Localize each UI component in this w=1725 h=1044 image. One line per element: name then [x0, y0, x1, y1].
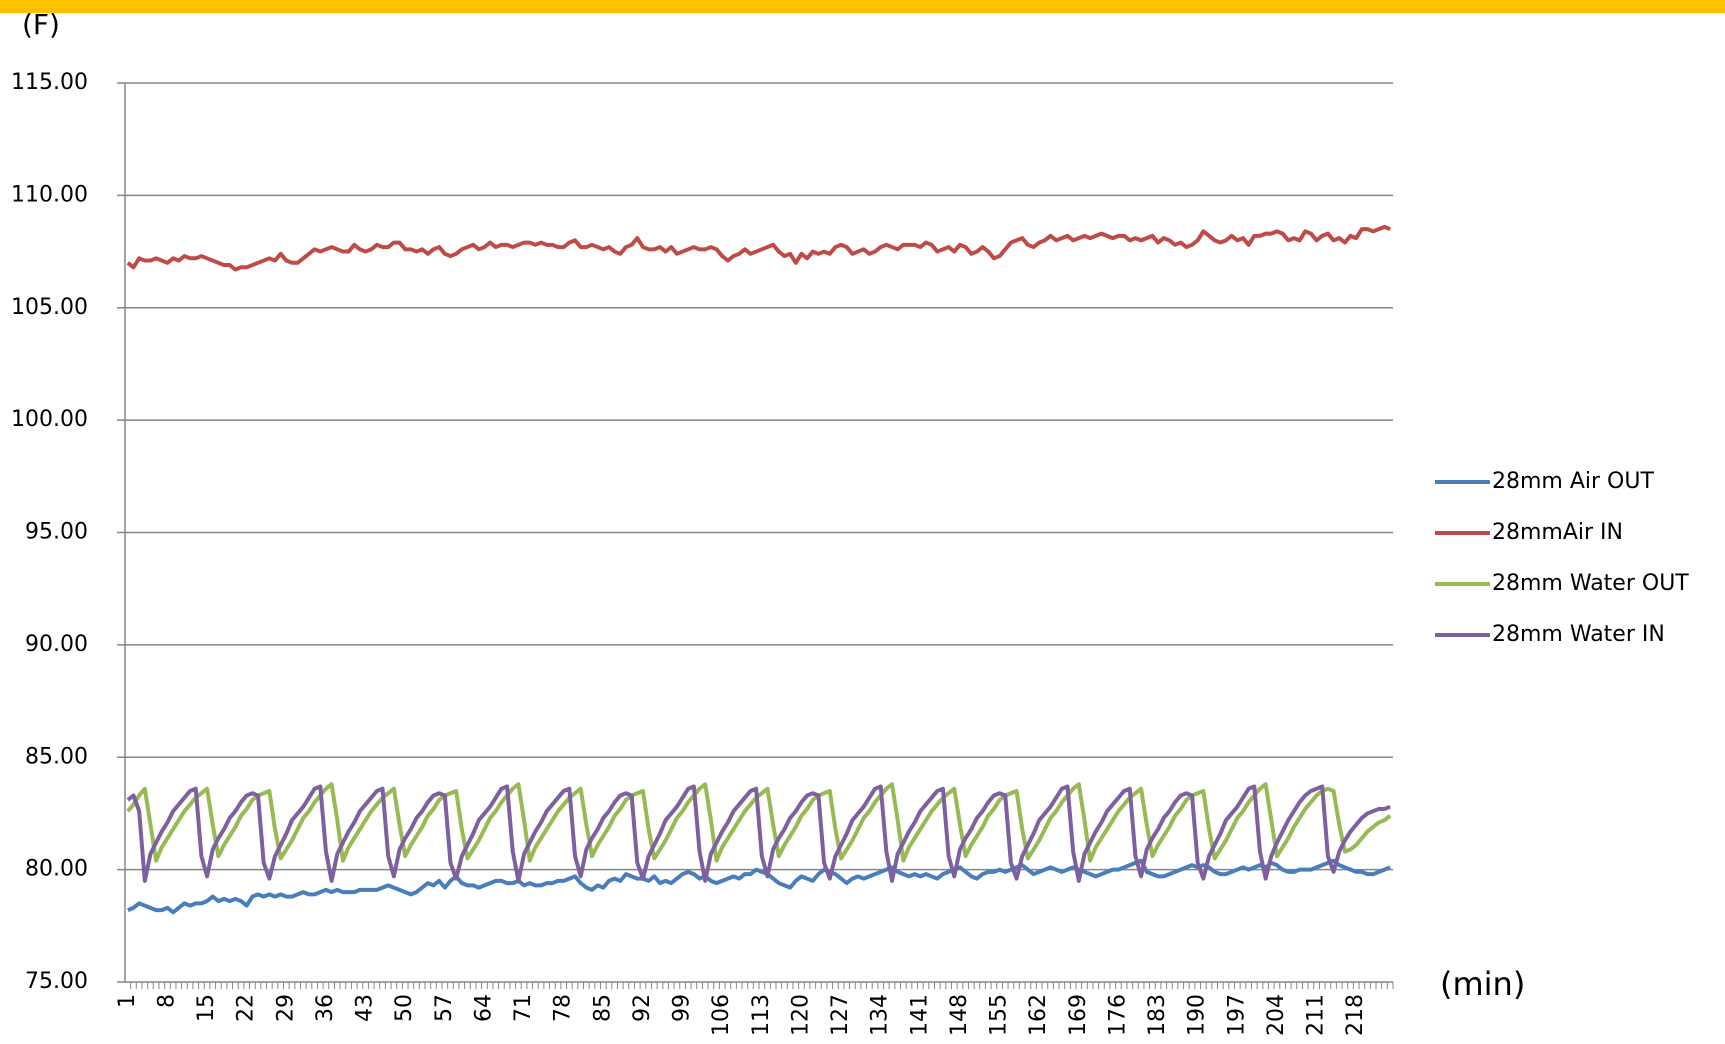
legend-label: 28mm Air OUT — [1492, 469, 1654, 494]
x-tick-label: 92 — [630, 994, 655, 1022]
series-line — [126, 784, 1391, 883]
x-tick-label: 176 — [1105, 994, 1130, 1036]
x-tick-label: 15 — [194, 994, 219, 1022]
legend-label: 28mm Water OUT — [1492, 571, 1689, 596]
x-tick-label: 99 — [670, 994, 695, 1022]
x-tick-label: 64 — [471, 994, 496, 1022]
legend-label: 28mm Water IN — [1492, 622, 1665, 647]
x-tick-label: 43 — [353, 994, 378, 1022]
x-axis-label: (min) — [1440, 965, 1525, 1003]
top-bar — [0, 0, 1725, 13]
x-tick-label: 134 — [868, 994, 893, 1036]
y-tick-label: 105.00 — [11, 295, 88, 320]
y-tick-label: 100.00 — [11, 407, 88, 432]
x-tick-label: 169 — [1066, 994, 1091, 1036]
y-tick-label: 95.00 — [25, 520, 88, 545]
x-tick-label: 197 — [1224, 994, 1249, 1036]
x-tick-label: 36 — [313, 994, 338, 1022]
series-line — [127, 858, 1391, 915]
y-tick-label: 115.00 — [11, 70, 88, 95]
x-tick-label: 162 — [1026, 994, 1051, 1036]
x-tick-label: 113 — [749, 994, 774, 1036]
x-tick-label: 190 — [1185, 994, 1210, 1036]
legend-label: 28mmAir IN — [1492, 520, 1623, 545]
y-tick-label: 80.00 — [25, 857, 88, 882]
x-tick-label: 29 — [273, 994, 298, 1022]
y-axis-label: (F) — [22, 8, 60, 41]
x-tick-label: 211 — [1304, 994, 1329, 1036]
x-tick-label: 148 — [947, 994, 972, 1036]
x-tick-label: 127 — [828, 994, 853, 1036]
x-tick-label: 85 — [590, 994, 615, 1022]
x-tick-label: 50 — [392, 994, 417, 1022]
series-line — [126, 224, 1391, 272]
x-tick-label: 1 — [115, 994, 140, 1008]
x-tick-label: 8 — [154, 994, 179, 1008]
x-tick-label: 57 — [432, 994, 457, 1022]
series-line — [126, 782, 1392, 863]
x-tick-label: 120 — [788, 994, 813, 1036]
x-tick-label: 155 — [987, 994, 1012, 1036]
y-tick-label: 75.00 — [25, 969, 88, 994]
x-tick-label: 78 — [551, 994, 576, 1022]
x-tick-label: 106 — [709, 994, 734, 1036]
x-tick-label: 22 — [234, 994, 259, 1022]
x-tick-label: 183 — [1145, 994, 1170, 1036]
y-tick-label: 110.00 — [11, 182, 88, 207]
x-tick-label: 71 — [511, 994, 536, 1022]
x-tick-label: 141 — [907, 994, 932, 1036]
x-tick-label: 218 — [1343, 994, 1368, 1036]
x-tick-label: 204 — [1264, 994, 1289, 1036]
y-tick-label: 90.00 — [25, 632, 88, 657]
y-tick-label: 85.00 — [25, 744, 88, 769]
